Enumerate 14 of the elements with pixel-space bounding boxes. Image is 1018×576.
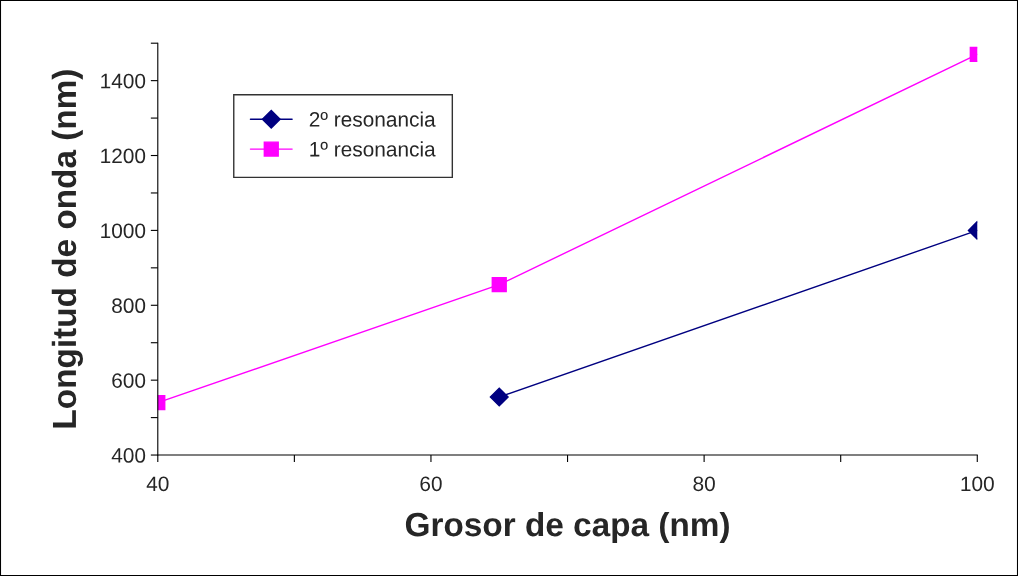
x-axis-title: Grosor de capa (nm) xyxy=(405,511,729,544)
y-tick-label: 400 xyxy=(111,448,146,463)
y-tick-label: 1000 xyxy=(101,223,146,239)
x-tick-label: 80 xyxy=(693,476,715,492)
x-tick-label: 100 xyxy=(961,476,994,492)
y-tick-label: 800 xyxy=(112,298,146,314)
legend-label: 1º resonancia xyxy=(310,141,436,157)
y-tick-label: 600 xyxy=(112,373,146,388)
y-axis-title: Longitud de onda (nm) xyxy=(51,70,83,428)
legend-label: 2º resonancia xyxy=(309,111,436,127)
x-tick-label: 60 xyxy=(420,476,442,492)
y-tick-label: 1200 xyxy=(101,148,146,164)
x-tick-label: 40 xyxy=(146,476,169,492)
y-tick-label: 1400 xyxy=(101,73,146,89)
